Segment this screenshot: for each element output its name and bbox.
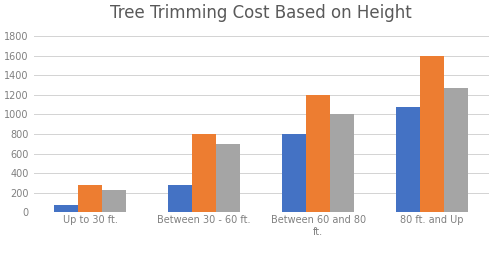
Bar [54, 205, 78, 212]
Bar [444, 88, 468, 212]
Title: Tree Trimming Cost Based on Height: Tree Trimming Cost Based on Height [110, 4, 412, 22]
Bar [168, 185, 192, 212]
Bar [102, 190, 126, 212]
Bar [78, 185, 102, 212]
Bar [420, 56, 444, 212]
Bar [282, 134, 306, 212]
Bar [192, 134, 216, 212]
Bar [330, 115, 354, 212]
Bar [216, 144, 240, 212]
Bar [396, 107, 420, 212]
Bar [306, 95, 330, 212]
